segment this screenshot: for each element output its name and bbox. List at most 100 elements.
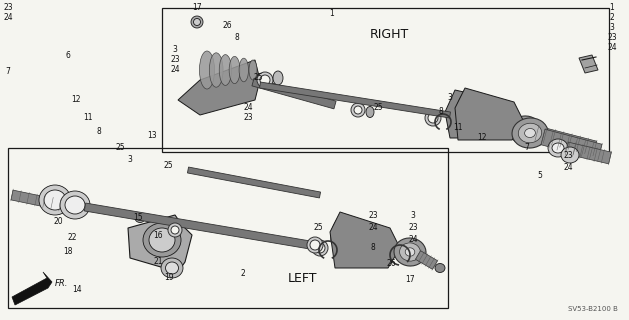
Ellipse shape <box>552 143 564 153</box>
Ellipse shape <box>492 109 502 130</box>
Polygon shape <box>535 126 597 155</box>
Polygon shape <box>187 167 321 198</box>
Text: 15: 15 <box>133 213 143 222</box>
Ellipse shape <box>405 248 415 256</box>
Text: 3: 3 <box>448 93 452 102</box>
Text: 25: 25 <box>373 103 383 113</box>
Text: 1: 1 <box>330 9 335 18</box>
Ellipse shape <box>352 225 365 250</box>
Ellipse shape <box>315 243 325 253</box>
Ellipse shape <box>165 262 179 274</box>
Text: 17: 17 <box>192 4 202 12</box>
Text: 23: 23 <box>3 4 13 12</box>
Polygon shape <box>12 272 52 305</box>
Text: RIGHT: RIGHT <box>370 28 409 41</box>
Ellipse shape <box>341 220 355 247</box>
Text: 23: 23 <box>408 223 418 233</box>
Ellipse shape <box>548 139 568 157</box>
Polygon shape <box>541 129 602 160</box>
Ellipse shape <box>220 55 231 85</box>
Ellipse shape <box>372 234 384 255</box>
Polygon shape <box>455 88 524 140</box>
Text: FR.: FR. <box>55 278 69 287</box>
Ellipse shape <box>60 191 90 219</box>
Polygon shape <box>128 215 192 272</box>
Ellipse shape <box>143 223 181 257</box>
Text: 22: 22 <box>67 234 77 243</box>
Ellipse shape <box>366 107 374 117</box>
Ellipse shape <box>561 147 579 163</box>
Ellipse shape <box>459 98 472 124</box>
Text: 21: 21 <box>153 258 163 267</box>
Ellipse shape <box>239 58 248 82</box>
Polygon shape <box>330 212 400 268</box>
Ellipse shape <box>249 60 257 80</box>
Ellipse shape <box>135 213 145 222</box>
Text: 25: 25 <box>253 74 263 83</box>
Ellipse shape <box>199 51 214 89</box>
Text: 23: 23 <box>243 114 253 123</box>
Text: 17: 17 <box>405 276 415 284</box>
Polygon shape <box>178 60 260 115</box>
Ellipse shape <box>476 100 489 124</box>
Ellipse shape <box>520 126 530 134</box>
Ellipse shape <box>487 104 498 126</box>
Ellipse shape <box>44 190 66 210</box>
Ellipse shape <box>466 96 479 121</box>
Text: 1: 1 <box>610 4 615 12</box>
Text: 26: 26 <box>222 20 232 29</box>
Ellipse shape <box>137 215 143 220</box>
Ellipse shape <box>518 123 542 143</box>
Text: 19: 19 <box>164 274 174 283</box>
Ellipse shape <box>448 94 462 122</box>
Ellipse shape <box>515 121 535 139</box>
Text: 20: 20 <box>53 218 63 227</box>
Text: 8: 8 <box>97 127 101 137</box>
Ellipse shape <box>161 258 183 278</box>
Ellipse shape <box>425 110 441 126</box>
Text: 3: 3 <box>172 45 177 54</box>
Text: 24: 24 <box>607 44 617 52</box>
Text: 23: 23 <box>563 150 573 159</box>
Ellipse shape <box>351 103 365 117</box>
Ellipse shape <box>168 223 182 237</box>
Text: 24: 24 <box>170 66 180 75</box>
Polygon shape <box>252 78 336 109</box>
Polygon shape <box>260 82 450 118</box>
Ellipse shape <box>470 101 482 126</box>
Text: 24: 24 <box>3 13 13 22</box>
Text: 11: 11 <box>454 124 463 132</box>
Text: 25: 25 <box>115 143 125 153</box>
Ellipse shape <box>399 243 420 261</box>
Ellipse shape <box>257 72 273 88</box>
Text: 12: 12 <box>71 95 81 105</box>
Text: 8: 8 <box>438 108 443 116</box>
Text: 26: 26 <box>386 259 396 268</box>
Ellipse shape <box>435 263 445 273</box>
Text: SV53-B2100 B: SV53-B2100 B <box>568 306 618 312</box>
Ellipse shape <box>362 229 374 252</box>
Ellipse shape <box>312 240 328 256</box>
Ellipse shape <box>525 129 535 138</box>
Text: 11: 11 <box>83 114 92 123</box>
Text: 2: 2 <box>610 13 615 22</box>
Text: 8: 8 <box>235 34 240 43</box>
Text: 25: 25 <box>163 161 173 170</box>
Bar <box>162 8 609 152</box>
Text: 23: 23 <box>170 55 180 65</box>
Text: 24: 24 <box>408 236 418 244</box>
Polygon shape <box>11 190 61 210</box>
Text: 2: 2 <box>241 269 245 278</box>
Text: 3: 3 <box>411 211 415 220</box>
Text: 12: 12 <box>477 133 487 142</box>
Ellipse shape <box>65 196 85 214</box>
Ellipse shape <box>209 53 223 87</box>
Text: 7: 7 <box>6 68 11 76</box>
Ellipse shape <box>310 240 320 250</box>
Ellipse shape <box>39 185 71 215</box>
Ellipse shape <box>503 112 511 132</box>
Polygon shape <box>445 90 520 138</box>
Text: 13: 13 <box>147 131 157 140</box>
Text: 8: 8 <box>370 244 376 252</box>
Ellipse shape <box>507 112 517 132</box>
